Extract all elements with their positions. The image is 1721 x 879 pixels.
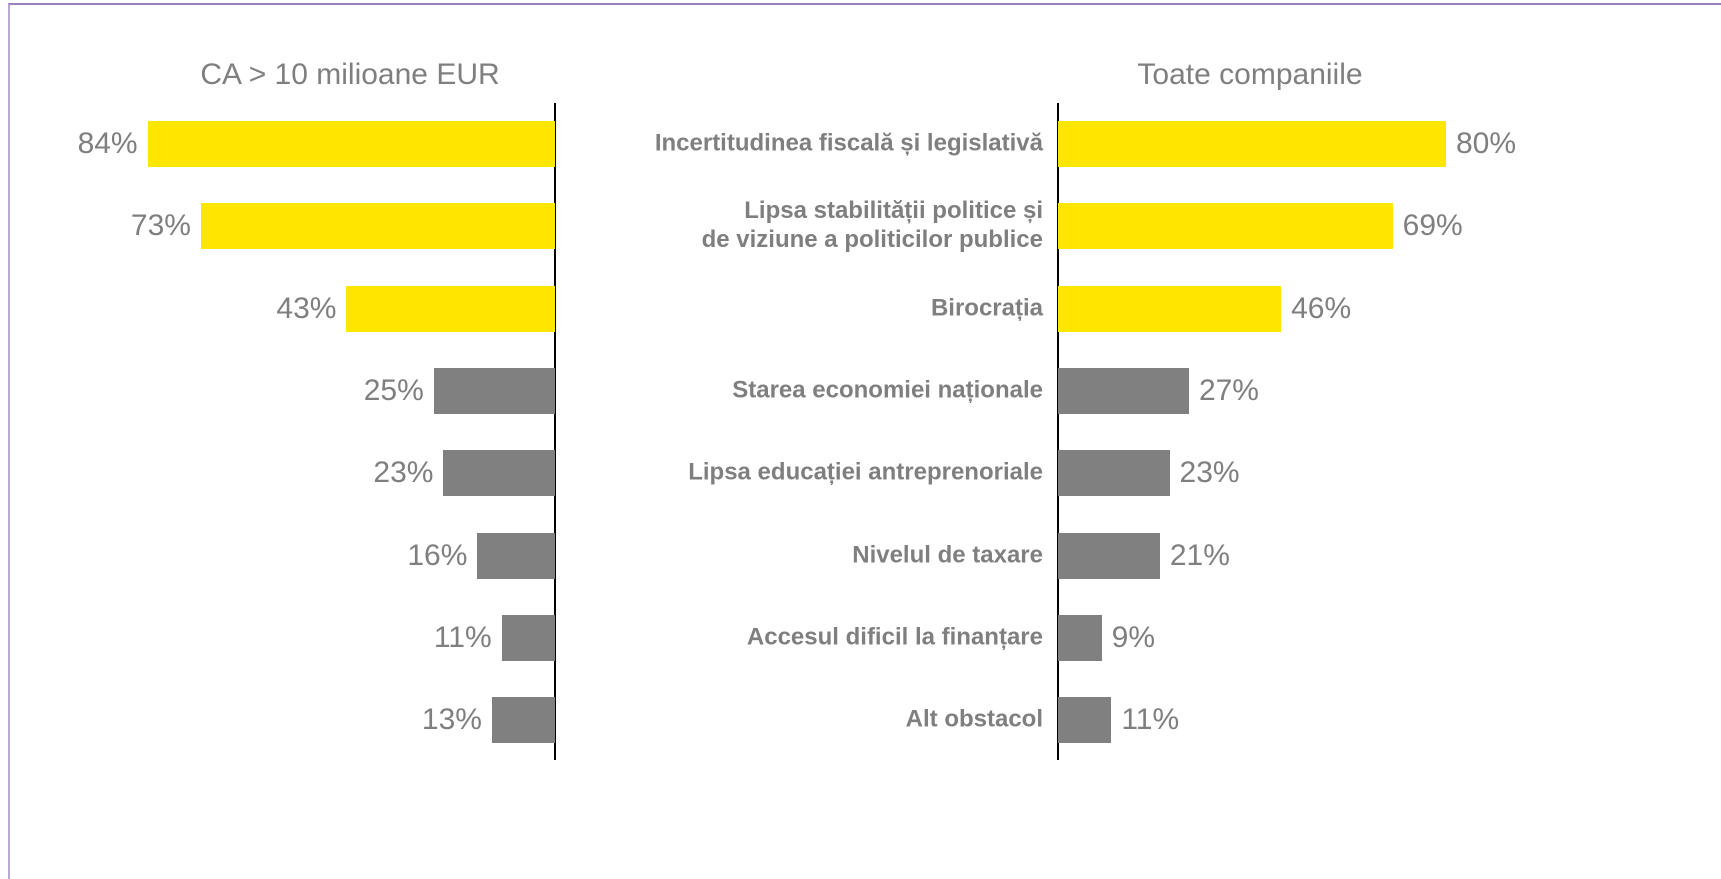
bar — [491, 697, 555, 744]
value-label: 21% — [1169, 538, 1230, 572]
value-label: 9% — [1111, 620, 1155, 654]
value-label: 46% — [1291, 291, 1352, 325]
bar — [1058, 450, 1170, 497]
value-label: 84% — [77, 127, 138, 160]
value-label: 69% — [1402, 209, 1463, 243]
value-label: 43% — [276, 291, 337, 325]
bar — [1058, 697, 1112, 744]
category-label: Alt obstacol — [905, 705, 1043, 733]
bar — [1058, 532, 1160, 579]
bar — [346, 285, 555, 332]
axis-line — [1057, 103, 1059, 760]
value-label: 80% — [1456, 127, 1517, 160]
bar — [1058, 285, 1282, 332]
value-label: 11% — [433, 620, 492, 654]
bar — [443, 450, 555, 497]
category-label: Starea economiei naționale — [732, 376, 1043, 404]
bar — [1058, 121, 1446, 167]
bar — [1058, 367, 1189, 414]
value-label: 23% — [1179, 456, 1240, 490]
value-label: 13% — [421, 703, 482, 737]
bar — [501, 614, 555, 661]
bar — [433, 367, 555, 414]
panel-title: CA > 10 milioane EUR — [200, 58, 500, 91]
category-label: Lipsa stabilității politice și de viziun… — [701, 197, 1043, 254]
bar — [1058, 614, 1102, 661]
category-label: Incertitudinea fiscală și legislativă — [654, 129, 1043, 157]
category-label: Nivelul de taxare — [852, 541, 1043, 569]
bar — [477, 532, 555, 579]
category-label: Lipsa educației antreprenoriale — [688, 458, 1043, 486]
value-label: 11% — [1121, 703, 1180, 737]
category-label: Birocrația — [930, 294, 1043, 322]
value-label: 23% — [373, 456, 434, 490]
value-label: 25% — [363, 373, 424, 407]
frame — [8, 3, 1721, 879]
value-label: 73% — [130, 209, 191, 243]
bar — [200, 203, 555, 250]
value-label: 16% — [407, 538, 468, 572]
value-label: 27% — [1198, 373, 1259, 407]
bar — [147, 121, 555, 167]
panel-title: Toate companiile — [1137, 58, 1363, 91]
axis-line — [554, 103, 556, 760]
bar — [1058, 203, 1393, 250]
category-label: Accesul dificil la finanțare — [746, 623, 1043, 651]
